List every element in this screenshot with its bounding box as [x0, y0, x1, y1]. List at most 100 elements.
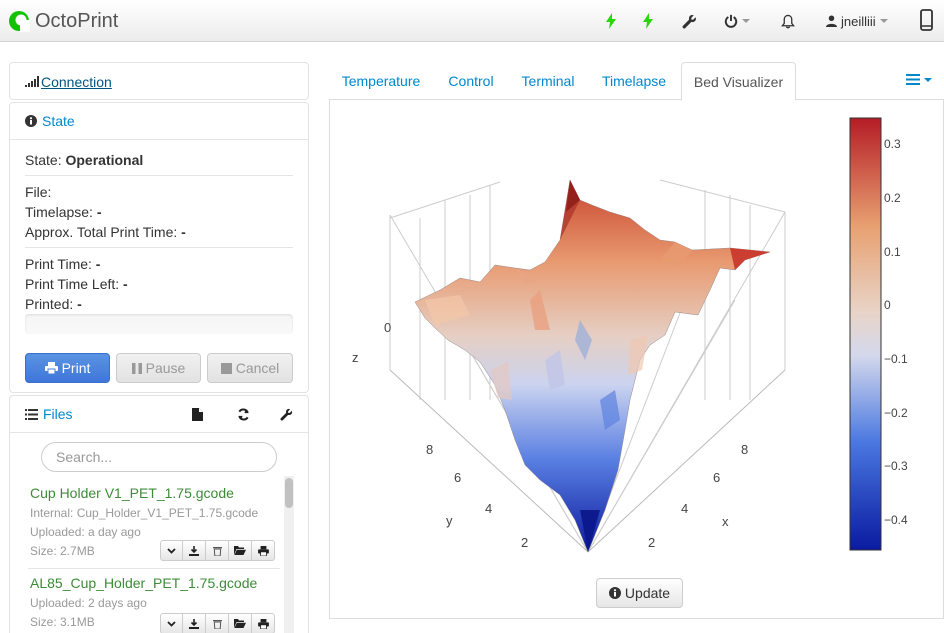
- print-time-left-row: Print Time Left: -: [25, 276, 128, 292]
- timelapse-value: -: [96, 204, 102, 220]
- approx-print-time-label: Approx. Total Print Time:: [25, 224, 178, 240]
- update-button[interactable]: Update: [596, 578, 683, 608]
- list-icon: [25, 408, 38, 420]
- colorbar-tick: 0.2: [884, 191, 901, 205]
- cancel-button[interactable]: Cancel: [207, 353, 293, 383]
- list-item[interactable]: AL85_Cup_Holder_PET_1.75.gcode Uploaded:…: [30, 575, 280, 633]
- list-item[interactable]: Cup Holder V1_PET_1.75.gcode Internal: C…: [30, 485, 280, 561]
- load-folder-icon[interactable]: [229, 613, 252, 633]
- state-header[interactable]: State: [10, 103, 308, 140]
- state-value: Operational: [65, 152, 144, 168]
- expand-chevron-icon[interactable]: [160, 613, 183, 633]
- file-uploaded: Uploaded: a day ago: [30, 525, 141, 539]
- tab-control[interactable]: Control: [448, 73, 494, 89]
- colorbar-tick: −0.3: [884, 459, 908, 473]
- file-actions: [160, 540, 275, 561]
- file-actions: [160, 613, 275, 633]
- files-panel: Files Cup Holder V1_PET_1.75.gcode Inter…: [9, 395, 309, 633]
- expand-chevron-icon[interactable]: [160, 540, 183, 561]
- file-row: File:: [25, 184, 51, 200]
- files-settings-wrench-icon[interactable]: [280, 408, 293, 421]
- connection-title[interactable]: Connection: [41, 73, 112, 90]
- print-file-printer-icon[interactable]: [252, 540, 275, 561]
- x-axis-tick: 6: [713, 470, 720, 485]
- connection-header[interactable]: Connection: [10, 63, 308, 100]
- print-progress-bar: [25, 314, 293, 334]
- power-icon: [724, 14, 738, 28]
- delete-trash-icon[interactable]: [206, 540, 229, 561]
- colorbar-tick: −0.4: [884, 513, 908, 527]
- file-size: Size: 2.7MB: [30, 544, 95, 558]
- colorbar-tick: 0.1: [884, 245, 901, 259]
- file-name[interactable]: Cup Holder V1_PET_1.75.gcode: [30, 485, 234, 501]
- mesh-surface: [414, 179, 771, 553]
- print-button[interactable]: Print: [25, 353, 110, 383]
- colorbar: [849, 117, 882, 551]
- list-menu-icon: [906, 74, 920, 85]
- bed-visualizer-pane: 0 z 8 6 4 2 y 8 6 4 2 x 0.3 0.2 0.1 0 −0…: [329, 100, 944, 619]
- pause-button[interactable]: Pause: [116, 353, 201, 383]
- signal-icon: [25, 76, 39, 87]
- state-panel: State State: Operational File: Timelapse…: [9, 102, 309, 393]
- y-axis-label: y: [446, 513, 453, 528]
- chevron-down-icon: [879, 19, 888, 23]
- divider: [28, 568, 280, 569]
- print-time-row: Print Time: -: [25, 256, 100, 272]
- colorbar-tick: 0: [884, 298, 891, 312]
- download-icon[interactable]: [183, 613, 206, 633]
- file-list-scrollbar[interactable]: [284, 476, 294, 633]
- main-tabs: Temperature Control Terminal Timelapse B…: [329, 62, 944, 101]
- files-header[interactable]: Files: [10, 396, 308, 433]
- y-axis-tick: 6: [454, 470, 461, 485]
- notifications-bell-icon[interactable]: [781, 11, 795, 31]
- bed-mesh-3d-plot[interactable]: 0 z 8 6 4 2 y 8 6 4 2 x 0.3 0.2 0.1 0 −0…: [330, 100, 944, 619]
- print-time-label: Print Time:: [25, 256, 92, 272]
- printed-value: -: [77, 296, 82, 312]
- approx-print-time-value: -: [181, 224, 186, 240]
- tab-terminal[interactable]: Terminal: [521, 73, 575, 89]
- octoprint-logo-icon: [9, 11, 30, 32]
- divider: [25, 247, 293, 248]
- tab-temperature[interactable]: Temperature: [341, 73, 421, 89]
- file-size: Size: 3.1MB: [30, 615, 95, 629]
- refresh-icon[interactable]: [237, 408, 250, 421]
- brand-title: OctoPrint: [35, 9, 119, 32]
- pause-icon: [131, 362, 142, 374]
- x-axis-label: x: [722, 514, 729, 529]
- z-axis-tick: 0: [384, 320, 391, 335]
- load-folder-icon[interactable]: [229, 540, 252, 561]
- y-axis-tick: 4: [485, 501, 492, 516]
- file-name[interactable]: AL85_Cup_Holder_PET_1.75.gcode: [30, 575, 258, 591]
- printer-icon: [44, 362, 58, 374]
- state-title[interactable]: State: [42, 113, 75, 129]
- new-file-icon[interactable]: [192, 408, 203, 421]
- y-axis-tick: 2: [521, 535, 528, 550]
- timelapse-row: Timelapse: -: [25, 204, 102, 220]
- settings-wrench-icon[interactable]: [682, 11, 697, 31]
- tab-timelapse[interactable]: Timelapse: [601, 73, 667, 89]
- download-icon[interactable]: [183, 540, 206, 561]
- file-label: File:: [25, 184, 52, 200]
- x-axis-tick: 2: [648, 535, 655, 550]
- print-button-label: Print: [61, 360, 91, 376]
- light-status-icon[interactable]: [643, 11, 653, 31]
- printed-row: Printed: -: [25, 296, 82, 312]
- tab-bed-visualizer[interactable]: Bed Visualizer: [681, 62, 796, 101]
- info-circle-icon: [25, 115, 37, 127]
- print-time-value: -: [95, 256, 101, 272]
- stop-icon: [220, 362, 232, 374]
- chevron-down-icon: [742, 19, 750, 23]
- files-title[interactable]: Files: [43, 406, 73, 422]
- user-menu[interactable]: jneilliii: [826, 11, 888, 31]
- cancel-button-label: Cancel: [235, 360, 280, 376]
- file-search-input[interactable]: [41, 442, 277, 472]
- system-power-menu[interactable]: [724, 11, 750, 31]
- power-status-icon[interactable]: [606, 11, 616, 31]
- scrollbar-thumb[interactable]: [285, 478, 293, 508]
- tabs-overflow-menu[interactable]: [906, 74, 932, 85]
- mobile-view-icon[interactable]: [920, 9, 933, 31]
- delete-trash-icon[interactable]: [206, 613, 229, 633]
- divider: [25, 175, 293, 176]
- print-file-printer-icon[interactable]: [252, 613, 275, 633]
- brand[interactable]: OctoPrint: [8, 8, 118, 34]
